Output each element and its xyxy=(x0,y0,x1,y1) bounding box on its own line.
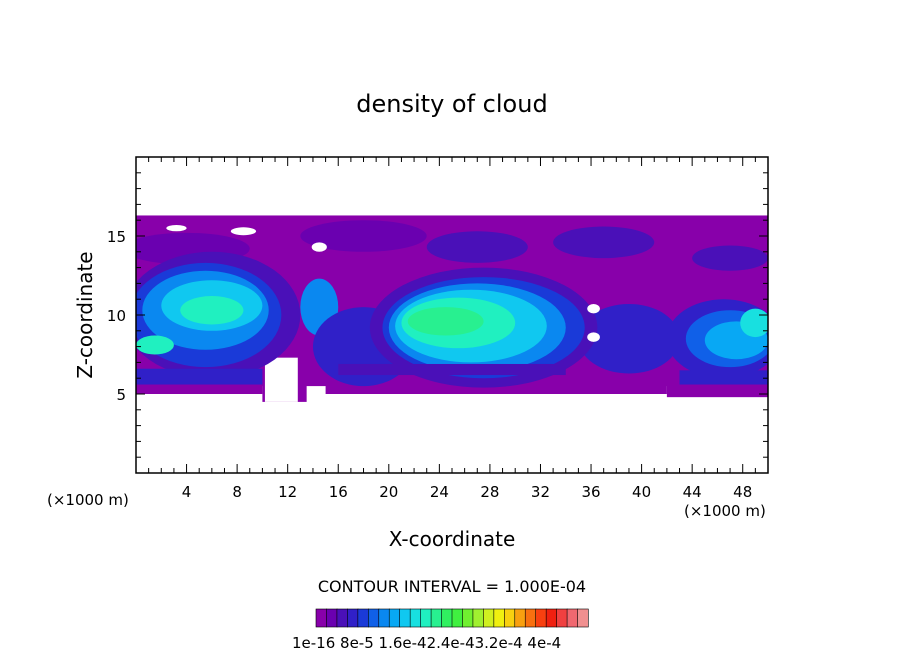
x-tick-label: 36 xyxy=(581,483,600,501)
x-tick-label: 40 xyxy=(632,483,651,501)
chart-title: density of cloud xyxy=(356,90,547,118)
x-axis-ticks: 4 8 12 16 20 24 28 32 36 40 44 48 xyxy=(148,157,756,501)
colorbar-swatch xyxy=(504,608,516,628)
colorbar-swatch xyxy=(388,608,401,628)
x-tick-label: 8 xyxy=(232,483,242,501)
colorbar-swatch xyxy=(347,608,359,628)
colorbar-swatch xyxy=(472,608,484,628)
x-tick-label: 48 xyxy=(733,483,752,501)
x-tick-label: 12 xyxy=(278,483,297,501)
x-tick-label: 20 xyxy=(379,483,398,501)
colorbar-swatch xyxy=(420,608,432,628)
colorbar-swatch xyxy=(441,608,453,628)
y-tick-label: 10 xyxy=(107,307,126,325)
colorbar-swatch xyxy=(451,608,464,628)
colorbar-swatch xyxy=(514,608,526,628)
clear-air-patch xyxy=(587,332,600,342)
density-contour-band xyxy=(679,370,768,385)
colorbar-swatch xyxy=(577,608,589,628)
density-contour-band xyxy=(553,226,655,259)
clear-air-patch xyxy=(587,303,600,314)
colorbar-swatch xyxy=(430,608,443,628)
colorbar-swatch xyxy=(462,608,474,628)
clear-air-patch xyxy=(166,224,187,232)
x-tick-label: 28 xyxy=(480,483,499,501)
colorbar-swatch xyxy=(357,608,369,628)
colorbar-swatch xyxy=(524,608,537,628)
density-contour-band xyxy=(578,303,680,374)
colorbar-swatch xyxy=(535,608,547,628)
density-contour-band xyxy=(338,363,566,376)
x-tick-label: 32 xyxy=(531,483,550,501)
density-contour-band xyxy=(136,368,263,385)
colorbar-swatch xyxy=(483,608,495,628)
clear-air-patch xyxy=(311,242,327,252)
colorbar-swatch xyxy=(556,608,568,628)
density-contour-band xyxy=(740,308,768,338)
density-contour-band xyxy=(426,231,528,263)
colorbar-swatch xyxy=(326,608,338,628)
colorbar-swatch xyxy=(336,608,348,628)
y-tick-label: 5 xyxy=(116,386,126,404)
x-unit-left: (×1000 m) xyxy=(47,491,129,509)
y-axis-label: Z-coordinate xyxy=(73,251,97,378)
y-axis-ticks: 5 10 15 xyxy=(107,172,768,458)
contour-interval-label: CONTOUR INTERVAL = 1.000E-04 xyxy=(318,577,586,596)
y-tick-label: 15 xyxy=(107,228,126,246)
colorbar-swatch xyxy=(545,608,558,628)
density-contour-band xyxy=(300,220,427,252)
x-axis-label: X-coordinate xyxy=(389,527,516,551)
density-contour-band xyxy=(692,245,768,271)
colorbar-swatch xyxy=(566,608,579,628)
density-contour-band xyxy=(136,335,174,355)
colorbar xyxy=(315,608,589,628)
colorbar-swatch xyxy=(399,608,411,628)
density-contour-band xyxy=(407,307,484,336)
colorbar-swatch xyxy=(493,608,505,628)
colorbar-swatch xyxy=(315,608,328,628)
clear-air-patch xyxy=(230,227,257,236)
x-unit-right: (×1000 m) xyxy=(684,502,766,520)
colorbar-swatch xyxy=(368,608,380,628)
clear-air-gap xyxy=(264,357,298,402)
colorbar-swatch xyxy=(378,608,390,628)
density-contour-band xyxy=(180,296,244,325)
x-tick-label: 44 xyxy=(683,483,702,501)
x-tick-label: 24 xyxy=(430,483,449,501)
colorbar-swatch xyxy=(409,608,422,628)
x-tick-label: 4 xyxy=(182,483,192,501)
x-tick-label: 16 xyxy=(329,483,348,501)
cloud-density-field xyxy=(136,215,768,402)
colorbar-labels: 1e-16 8e-5 1.6e-42.4e-43.2e-4 4e-4 xyxy=(292,634,561,652)
